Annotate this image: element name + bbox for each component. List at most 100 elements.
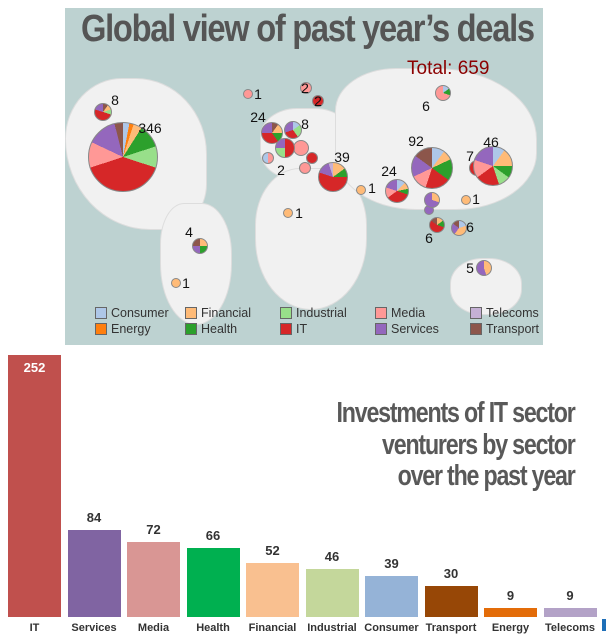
- deal-count-label: 1: [254, 86, 262, 102]
- deal-pie[interactable]: [293, 140, 309, 156]
- deal-pie[interactable]: [385, 179, 409, 203]
- legend-item: Media: [375, 305, 470, 320]
- deal-count-label: 6: [425, 230, 433, 246]
- deal-pie[interactable]: [94, 103, 112, 121]
- deal-pie[interactable]: [461, 195, 471, 205]
- deal-pie[interactable]: [283, 208, 293, 218]
- bar-value-label: 84: [86, 509, 102, 525]
- legend-label: Financial: [201, 305, 252, 320]
- deal-pie[interactable]: [473, 146, 513, 186]
- deal-pie[interactable]: [429, 217, 445, 233]
- deal-pie[interactable]: [318, 162, 348, 192]
- deal-count-label: 1: [472, 191, 480, 207]
- bar-financial: [246, 562, 299, 617]
- deal-pie[interactable]: [451, 220, 467, 236]
- bar-services: [67, 529, 121, 617]
- bar-category-label: Transport: [425, 622, 477, 634]
- bar-value-label: 39: [384, 556, 399, 572]
- legend-swatch: [95, 322, 107, 335]
- legend-label: Services: [391, 321, 439, 336]
- legend-swatch: [280, 306, 292, 319]
- deal-pie[interactable]: [261, 122, 283, 144]
- africa-land: [255, 168, 367, 310]
- bar-energy: [484, 607, 537, 617]
- deal-pie[interactable]: [284, 121, 302, 139]
- deal-pie[interactable]: [435, 85, 451, 101]
- legend-item: Consumer: [95, 305, 185, 320]
- legend-swatch: [185, 322, 197, 335]
- deal-pie[interactable]: [171, 278, 181, 288]
- legend-swatch: [470, 306, 482, 319]
- deal-pie[interactable]: [411, 147, 453, 189]
- bar-category-label: Energy: [491, 622, 530, 634]
- legend-swatch: [375, 306, 387, 319]
- deal-pie[interactable]: [312, 95, 324, 107]
- deal-count-label: 346: [138, 120, 162, 136]
- deal-pie[interactable]: [300, 82, 312, 94]
- deal-pie[interactable]: [424, 192, 440, 208]
- deal-pie[interactable]: [88, 122, 158, 192]
- legend-label: Health: [201, 321, 238, 336]
- bar-health: [186, 548, 240, 617]
- legend-item: Financial: [185, 305, 280, 320]
- bar-value-label: 52: [265, 542, 280, 558]
- legend-label: Media: [391, 305, 426, 320]
- deal-count-label: 24: [381, 163, 397, 179]
- title-line: over the past year: [398, 460, 576, 492]
- bar-value-label: 9: [566, 587, 574, 603]
- deal-pie[interactable]: [275, 138, 295, 158]
- map-title: Global view of past year’s deals: [81, 8, 535, 50]
- bar-category-label: Consumer: [364, 622, 419, 634]
- deal-count-label: 7: [466, 148, 474, 164]
- bar-value-label: 66: [205, 528, 221, 544]
- bar-category-label: Services: [71, 622, 117, 634]
- legend-label: Consumer: [111, 305, 169, 320]
- australia-land: [450, 258, 522, 315]
- bar-category-label: Telecoms: [545, 622, 595, 634]
- deal-count-label: 1: [182, 275, 190, 291]
- deal-count-label: 8: [111, 92, 119, 108]
- world-map: Global view of past year’s deals Total: …: [65, 8, 543, 345]
- deal-count-label: 2: [277, 162, 285, 178]
- deal-pie[interactable]: [243, 89, 253, 99]
- deal-pie[interactable]: [192, 238, 208, 254]
- bar-media: [127, 542, 180, 617]
- deal-count-label: 6: [422, 98, 430, 114]
- bar-category-label: Health: [196, 622, 230, 634]
- south-america-land: [160, 203, 232, 325]
- deal-pie[interactable]: [262, 152, 274, 164]
- deal-count-label: 4: [185, 224, 193, 240]
- deal-count-label: 46: [483, 134, 499, 150]
- deal-count-label: 39: [334, 149, 350, 165]
- bar-telecoms: [543, 607, 597, 617]
- legend-item: Health: [185, 321, 280, 336]
- deal-count-label: 6: [466, 219, 474, 235]
- bar-category-label: Media: [137, 622, 170, 634]
- legend-item: IT: [280, 321, 375, 336]
- legend-item: Telecoms: [470, 305, 543, 320]
- bar-value-label: 46: [324, 549, 340, 565]
- deal-pie[interactable]: [306, 152, 318, 164]
- deal-count-label: 2: [301, 80, 309, 96]
- deal-pie[interactable]: [476, 260, 492, 276]
- deal-count-label: 8: [301, 116, 309, 132]
- legend-swatch: [95, 306, 107, 319]
- total-count: Total: 659: [407, 58, 490, 79]
- deal-count-label: 2: [314, 93, 322, 109]
- legend-item: Energy: [95, 321, 185, 336]
- legend-swatch: [375, 322, 387, 335]
- title-line: Investments of IT sector: [336, 397, 576, 429]
- bar-value-label: 252: [23, 360, 46, 375]
- bar-category-label: Financial: [248, 622, 297, 634]
- deal-pie[interactable]: [299, 162, 311, 174]
- bar-category-label: Industrial: [307, 622, 357, 634]
- deal-count-label: 1: [295, 205, 303, 221]
- map-legend: Consumer Financial Industrial Media Telecoms…: [95, 305, 543, 336]
- legend-label: IT: [296, 321, 308, 336]
- bar-it: [8, 355, 61, 617]
- deal-pie[interactable]: [356, 185, 366, 195]
- title-line: venturers by sector: [382, 428, 576, 461]
- bar-transport: [424, 585, 478, 617]
- legend-item: Services: [375, 321, 470, 336]
- legend-item: Transport: [470, 321, 543, 336]
